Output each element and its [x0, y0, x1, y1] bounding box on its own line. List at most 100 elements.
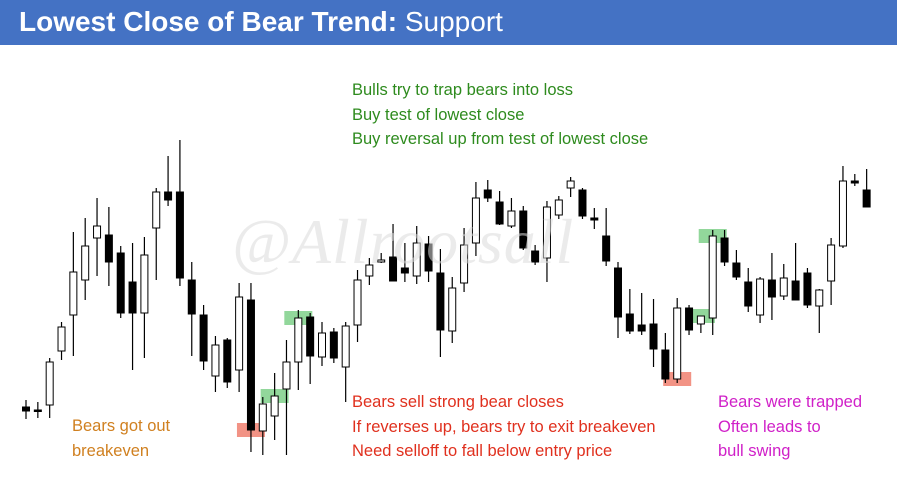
candle-28: [353, 270, 362, 342]
title-regular: Support: [404, 6, 503, 37]
candle-39: [483, 180, 492, 202]
bear-candle-body: [791, 280, 800, 301]
bear-candle-body: [199, 314, 208, 362]
candle-24: [306, 313, 315, 384]
bear-candle-body: [246, 299, 255, 431]
bear-candle-body: [436, 272, 445, 331]
candle-3: [57, 322, 66, 360]
candle-7: [104, 207, 113, 286]
bull-candle-body: [318, 332, 326, 358]
candle-35: [436, 249, 445, 357]
bear-candle-body: [625, 313, 634, 332]
candle-61: [744, 268, 753, 312]
annotation-line: Bears got out: [72, 417, 171, 435]
bear-candle-body: [850, 180, 859, 184]
bull-candle-body: [235, 296, 244, 371]
candle-68: [827, 238, 836, 305]
bull-candle-body: [152, 191, 161, 229]
bear-candle-body: [637, 324, 646, 332]
candle-40: [495, 191, 504, 225]
candle-50: [614, 262, 622, 338]
bear-candle-body: [685, 307, 694, 331]
bear-candle-body: [661, 349, 670, 380]
candle-71: [862, 169, 871, 208]
bulls-trap-annotation: Bulls try to trap bears into loss Buy te…: [352, 78, 648, 152]
candle-67: [815, 289, 824, 333]
bear-candle-body: [187, 279, 196, 315]
bull-candle-body: [554, 199, 563, 216]
slide-title: Lowest Close of Bear Trend: Support: [19, 5, 503, 39]
bull-candle-body: [827, 244, 836, 282]
bear-candle-body: [424, 243, 433, 272]
bull-candle-body: [365, 264, 374, 277]
bear-candle-body: [22, 406, 30, 412]
title-bar: Lowest Close of Bear Trend: Support: [0, 0, 897, 45]
candle-65: [791, 243, 800, 301]
candle-46: [566, 177, 575, 197]
candle-23: [294, 310, 303, 390]
bear-candle-body: [602, 235, 611, 262]
bull-candle-body: [471, 197, 480, 244]
candle-21: [270, 373, 279, 440]
bull-candle-body: [507, 210, 516, 227]
candle-37: [460, 228, 469, 292]
bull-candle-body: [270, 395, 279, 417]
bear-candle-body: [175, 191, 184, 279]
title-bold: Lowest Close of Bear Trend:: [19, 6, 398, 37]
candle-9: [128, 243, 137, 370]
bear-candle-body: [649, 323, 658, 350]
bull-candle-body: [460, 244, 469, 284]
candle-48: [590, 208, 599, 229]
bear-candle-body: [519, 210, 528, 249]
candle-62: [756, 277, 765, 323]
bear-candle-body: [116, 252, 125, 314]
candle-69: [838, 166, 847, 248]
candle-10: [140, 237, 149, 358]
candle-20: [258, 397, 267, 455]
candle-12: [164, 156, 173, 206]
bear-candle-body: [128, 281, 137, 314]
candle-56: [685, 305, 694, 335]
bull-candle-body: [756, 278, 765, 316]
candle-32: [400, 243, 409, 282]
bear-candle-body: [862, 189, 871, 208]
candle-38: [471, 182, 480, 256]
bull-candle-body: [69, 271, 78, 316]
candle-30: [377, 253, 386, 263]
candle-16: [211, 336, 220, 392]
candle-26: [329, 328, 338, 363]
bear-candle-body: [33, 409, 42, 412]
bull-candle-body: [815, 289, 824, 307]
candle-52: [637, 293, 646, 335]
bull-candle-body: [341, 325, 350, 368]
candle-0: [22, 400, 30, 419]
bear-candle-body: [164, 191, 173, 201]
bull-candle-body: [448, 287, 457, 332]
bull-candle-body: [258, 403, 267, 432]
bull-candle-body: [294, 317, 303, 363]
candle-34: [424, 236, 433, 282]
bull-candle-body: [542, 206, 551, 259]
candle-14: [187, 262, 196, 356]
candle-70: [850, 174, 859, 186]
candle-57: [696, 315, 705, 333]
bear-candle-body: [531, 250, 540, 263]
bear-candle-body: [803, 272, 812, 306]
candle-18: [235, 283, 244, 392]
bear-candle-body: [400, 267, 409, 274]
candle-45: [554, 196, 563, 219]
bull-candle-body: [779, 277, 788, 297]
candle-36: [448, 277, 457, 343]
candle-55: [673, 298, 682, 383]
bull-candle-body: [696, 315, 705, 325]
candlestick-chart: [22, 140, 871, 455]
candle-66: [803, 268, 812, 308]
candle-6: [93, 198, 102, 276]
bear-candle-body: [483, 189, 492, 199]
candle-47: [578, 188, 587, 219]
bears-sell-annotation: Bears sell strong bear closes If reverse…: [352, 390, 656, 464]
candle-59: [720, 230, 729, 266]
candle-53: [649, 299, 658, 367]
watermark: @Allrootsall: [232, 206, 575, 277]
bear-candle-body: [306, 316, 315, 357]
